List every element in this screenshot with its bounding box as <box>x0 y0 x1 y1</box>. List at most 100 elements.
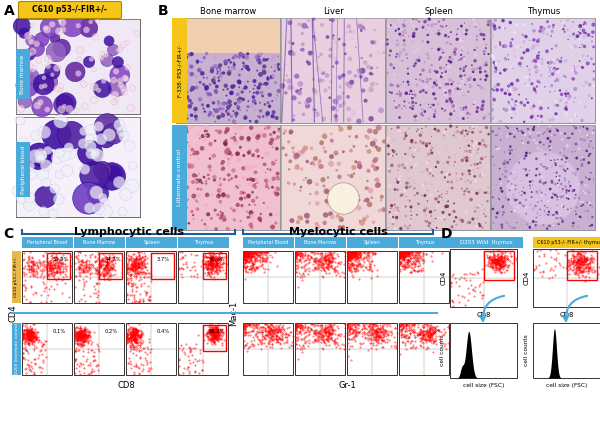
Circle shape <box>265 82 269 86</box>
Circle shape <box>443 189 446 192</box>
Circle shape <box>183 126 188 131</box>
Circle shape <box>481 223 482 224</box>
Bar <box>450 249 517 307</box>
Circle shape <box>523 187 524 188</box>
Circle shape <box>498 61 499 62</box>
Circle shape <box>367 169 370 173</box>
Circle shape <box>558 130 560 132</box>
Circle shape <box>401 206 403 207</box>
Circle shape <box>217 190 219 192</box>
Circle shape <box>457 117 458 118</box>
Circle shape <box>403 189 406 192</box>
Circle shape <box>262 64 266 68</box>
Circle shape <box>189 53 191 55</box>
Circle shape <box>407 67 409 70</box>
Circle shape <box>24 196 34 206</box>
Circle shape <box>203 56 206 60</box>
Circle shape <box>24 32 32 40</box>
Circle shape <box>476 153 479 155</box>
Circle shape <box>413 41 415 42</box>
Circle shape <box>507 84 510 88</box>
Circle shape <box>124 140 135 151</box>
Circle shape <box>580 29 581 30</box>
Circle shape <box>460 37 461 38</box>
Circle shape <box>277 66 279 68</box>
Circle shape <box>405 130 407 132</box>
Circle shape <box>515 88 517 90</box>
Circle shape <box>176 100 179 104</box>
Circle shape <box>326 201 330 205</box>
Circle shape <box>80 127 88 135</box>
Circle shape <box>398 107 400 108</box>
Circle shape <box>532 83 533 85</box>
Circle shape <box>190 101 193 105</box>
Circle shape <box>420 140 421 142</box>
Circle shape <box>578 31 580 33</box>
Circle shape <box>233 84 236 87</box>
Circle shape <box>562 188 564 190</box>
Circle shape <box>406 227 409 229</box>
Circle shape <box>533 65 538 69</box>
Bar <box>74 251 124 303</box>
Circle shape <box>454 88 457 90</box>
Circle shape <box>30 65 37 72</box>
Circle shape <box>516 127 518 130</box>
Text: Bone marrow: Bone marrow <box>200 7 257 15</box>
Circle shape <box>214 108 219 113</box>
Circle shape <box>53 65 60 71</box>
Circle shape <box>563 205 565 206</box>
Circle shape <box>236 114 238 116</box>
Bar <box>243 251 293 303</box>
Circle shape <box>458 83 459 84</box>
Circle shape <box>425 86 428 88</box>
Circle shape <box>536 82 538 83</box>
Circle shape <box>181 103 184 105</box>
Circle shape <box>559 195 562 198</box>
Circle shape <box>482 191 485 194</box>
Circle shape <box>532 38 533 40</box>
Circle shape <box>447 181 449 183</box>
Circle shape <box>460 51 462 53</box>
Circle shape <box>507 53 509 56</box>
Circle shape <box>265 184 269 188</box>
Circle shape <box>569 137 571 139</box>
Circle shape <box>269 213 272 217</box>
Circle shape <box>433 81 436 85</box>
Circle shape <box>448 156 451 159</box>
Circle shape <box>441 197 442 198</box>
Circle shape <box>473 163 476 166</box>
Circle shape <box>256 59 259 62</box>
Circle shape <box>348 206 353 211</box>
Circle shape <box>435 79 437 82</box>
Circle shape <box>272 110 275 114</box>
Circle shape <box>578 147 581 150</box>
Circle shape <box>584 105 586 108</box>
Circle shape <box>397 177 400 180</box>
Circle shape <box>441 194 443 195</box>
Circle shape <box>275 172 280 176</box>
Circle shape <box>382 84 385 86</box>
Circle shape <box>518 130 520 132</box>
Circle shape <box>206 104 210 108</box>
Circle shape <box>533 87 535 89</box>
Circle shape <box>503 107 506 109</box>
Circle shape <box>367 149 371 154</box>
Circle shape <box>479 86 483 90</box>
Circle shape <box>317 56 320 58</box>
Circle shape <box>473 175 476 178</box>
Circle shape <box>363 60 368 65</box>
Circle shape <box>540 163 542 166</box>
Circle shape <box>447 41 448 42</box>
Circle shape <box>337 95 342 100</box>
Circle shape <box>250 213 255 218</box>
Circle shape <box>299 216 303 220</box>
Circle shape <box>305 103 310 108</box>
Circle shape <box>301 42 305 46</box>
Circle shape <box>360 30 362 32</box>
Text: CD4: CD4 <box>524 271 530 285</box>
Circle shape <box>546 108 547 110</box>
Circle shape <box>406 57 408 59</box>
Circle shape <box>373 166 379 172</box>
Circle shape <box>485 126 488 129</box>
Text: Spleen: Spleen <box>364 240 381 245</box>
